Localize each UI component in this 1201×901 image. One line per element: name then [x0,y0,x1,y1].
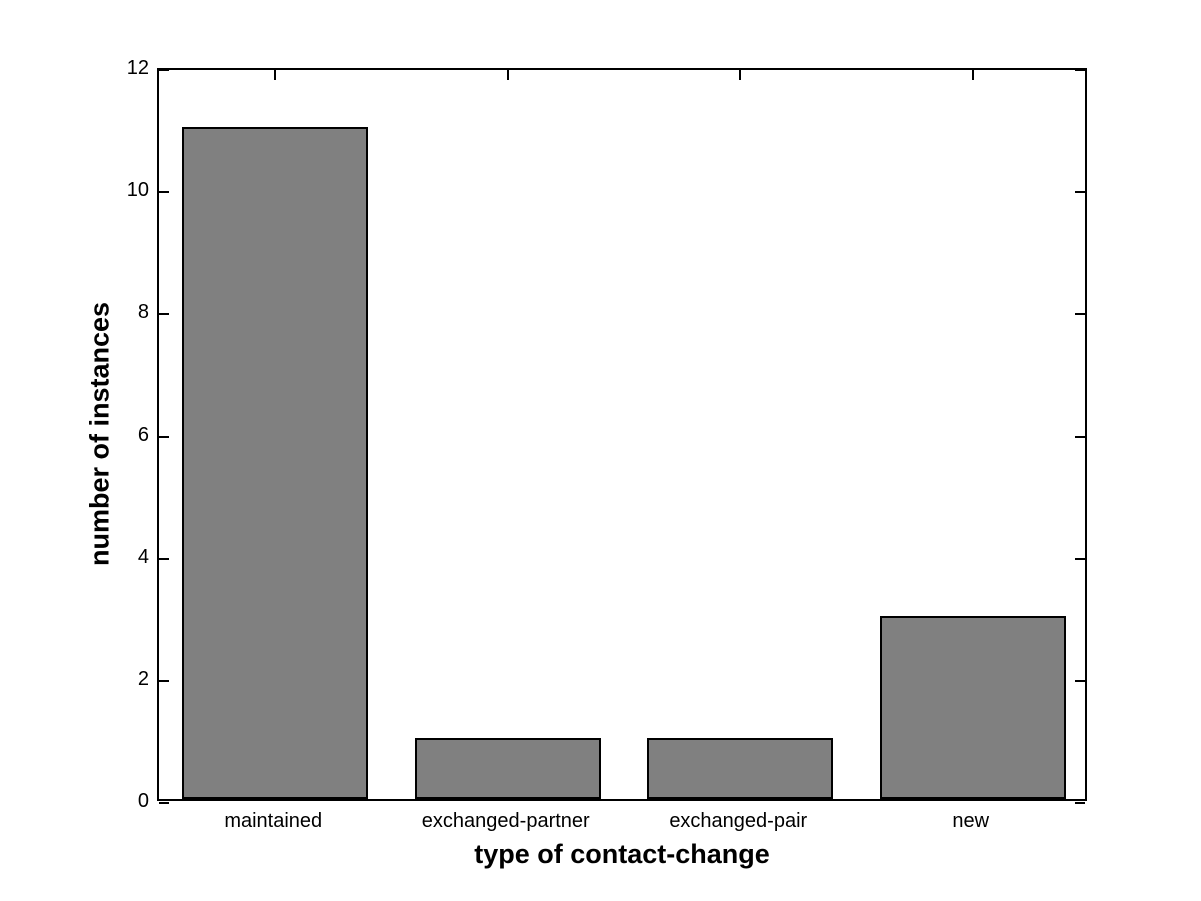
y-axis-tick [159,313,169,315]
y-axis-label: number of instances [84,301,115,567]
y-axis-tick [159,680,169,682]
y-axis-tick [159,802,169,804]
y-axis-tick [159,69,169,71]
y-tick-label: 8 [137,301,149,324]
x-axis-label: type of contact-change [474,839,770,869]
y-tick-label: 0 [137,790,149,812]
bar-new [880,616,1066,799]
bar-exchanged-partner [415,738,601,799]
y-axis-tick [1075,313,1085,315]
x-tick-label: exchanged-partner [421,810,590,832]
y-axis-tick [159,436,169,438]
x-axis-tick [739,70,741,80]
y-tick-label: 2 [137,667,149,690]
y-tick-label: 4 [137,545,149,568]
y-axis-tick [1075,558,1085,560]
x-tick-label: exchanged-pair [669,810,808,832]
y-axis-tick [1075,802,1085,804]
y-tick-label: 6 [137,423,149,446]
y-axis-tick [1075,69,1085,71]
x-axis-tick [972,70,974,80]
y-tick-label: 10 [126,179,149,202]
y-axis-tick [1075,191,1085,193]
bar-exchanged-pair [647,738,833,799]
y-axis-tick [1075,680,1085,682]
x-axis-tick [507,70,509,80]
y-tick-label: 12 [126,57,149,79]
y-axis-tick [159,558,169,560]
x-tick-label: new [952,810,990,832]
y-axis-tick [159,191,169,193]
bar-maintained [182,127,368,799]
x-axis-tick [274,70,276,80]
y-axis-tick [1075,436,1085,438]
x-tick-label: maintained [224,810,323,832]
plot-area [157,68,1087,804]
